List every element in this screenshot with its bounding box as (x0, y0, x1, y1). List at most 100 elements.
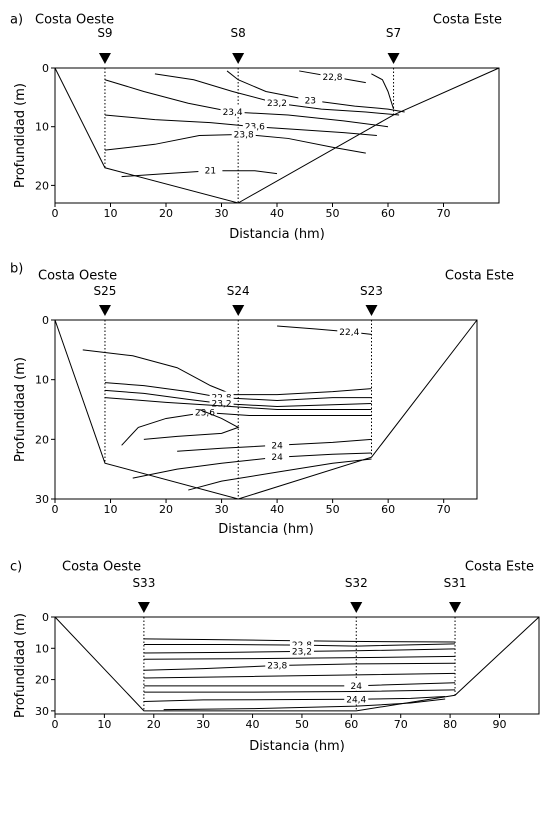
station-marker (449, 602, 462, 613)
contour-label-bg (289, 645, 314, 657)
station-marker (137, 602, 150, 613)
x-tick-label: 40 (270, 207, 284, 220)
contour-label-bg (265, 659, 290, 671)
contour-label: 23,2 (292, 647, 312, 657)
station-label: S7 (386, 26, 401, 40)
plot-frame (54, 319, 478, 500)
station-label: S31 (444, 576, 467, 590)
contour-line (188, 458, 372, 491)
contour-label-bg (265, 451, 290, 463)
station-marker (365, 305, 378, 316)
x-tick-label: 0 (52, 718, 59, 731)
coast-left-label: Costa Oeste (62, 560, 141, 575)
station-label: S25 (94, 284, 117, 298)
x-tick-label: 20 (159, 503, 173, 516)
y-tick-label: 0 (42, 314, 49, 327)
contour-line (143, 672, 456, 679)
contour-line (143, 689, 456, 693)
y-tick-label: 30 (35, 493, 49, 506)
contour-label: 21 (205, 167, 216, 177)
x-tick-label: 0 (52, 503, 59, 516)
x-tick-label: 10 (97, 718, 111, 731)
y-tick-label: 20 (35, 179, 49, 192)
contour-line (121, 411, 372, 446)
contour-label-bg (242, 120, 267, 132)
contour-label: 24 (351, 682, 363, 692)
x-axis-label: Distancia (hm) (229, 227, 325, 242)
y-tick-label: 10 (35, 374, 49, 387)
x-tick-label: 70 (437, 503, 451, 516)
bottom-profile (54, 319, 478, 500)
x-tick-label: 20 (147, 718, 161, 731)
y-tick-label: 10 (35, 121, 49, 134)
contour-line (143, 682, 456, 687)
y-axis-label: Profundidad (m) (13, 613, 28, 718)
x-tick-label: 60 (381, 207, 395, 220)
plot-frame (54, 616, 540, 715)
x-tick-label: 30 (215, 207, 229, 220)
y-tick-label: 20 (35, 433, 49, 446)
x-axis-label: Distancia (hm) (218, 522, 314, 537)
x-tick-label: 60 (381, 503, 395, 516)
contour-label-bg (231, 128, 256, 140)
x-tick-label: 30 (196, 718, 210, 731)
contour-label: 22,8 (322, 73, 342, 83)
contour-label-bg (265, 439, 290, 451)
contour-label: 23,8 (234, 130, 254, 140)
contour-label: 23,2 (267, 99, 287, 109)
chart-panel-a: a) Costa Oeste Costa Este 0 10 20 30 40 50 60 70 0 1… (10, 13, 502, 243)
station-label: S23 (360, 284, 383, 298)
x-tick-label: 70 (437, 207, 451, 220)
x-tick-label: 60 (344, 718, 358, 731)
contour-label: 24,4 (346, 695, 366, 705)
y-axis-label: Profundidad (m) (13, 83, 28, 188)
station-label: S9 (97, 26, 112, 40)
contour-label: 23,6 (195, 408, 215, 418)
x-axis-label: Distancia (hm) (249, 739, 345, 754)
contour-line (371, 73, 395, 110)
station-marker (387, 53, 400, 64)
station-marker (232, 53, 245, 64)
x-tick-label: 10 (104, 207, 118, 220)
x-tick-label: 50 (326, 207, 340, 220)
contour-line (132, 452, 372, 479)
contour-label-bg (344, 679, 369, 691)
y-tick-label: 0 (42, 611, 49, 624)
contour-line (104, 79, 389, 128)
station-marker (232, 305, 245, 316)
contour-label-bg (209, 397, 234, 409)
contour-line (163, 698, 446, 711)
station-label: S32 (345, 576, 368, 590)
station-label: S8 (231, 26, 246, 40)
contour-line (143, 409, 240, 440)
coast-left-label: Costa Oeste (35, 13, 114, 28)
x-tick-label: 80 (443, 718, 457, 731)
y-tick-label: 0 (42, 62, 49, 75)
coast-right-label: Costa Este (465, 560, 534, 575)
contour-label-bg (320, 70, 345, 82)
bottom-profile (54, 67, 500, 204)
contour-label: 22,4 (339, 328, 359, 338)
contour-line (143, 638, 456, 643)
y-tick-label: 10 (35, 642, 49, 655)
contour-label-bg (344, 693, 369, 705)
contour-label: 24 (271, 441, 283, 451)
x-tick-label: 30 (215, 503, 229, 516)
x-tick-label: 50 (326, 503, 340, 516)
x-tick-label: 70 (394, 718, 408, 731)
x-tick-label: 0 (52, 207, 59, 220)
coast-right-label: Costa Este (433, 13, 502, 28)
contour-label-bg (298, 94, 323, 106)
contour-line (82, 349, 372, 396)
y-axis-label: Profundidad (m) (13, 357, 28, 462)
x-tick-label: 10 (104, 503, 118, 516)
station-marker (98, 53, 111, 64)
contour-label: 23 (305, 96, 316, 106)
x-tick-label: 50 (295, 718, 309, 731)
chart-panel-c: c) Costa Oeste Costa Este 0 10 20 30 40 50 60 70 80… (10, 560, 540, 754)
panel-label: a) (10, 13, 23, 28)
contour-label: 23,8 (267, 662, 287, 672)
x-tick-label: 40 (270, 503, 284, 516)
contour-label: 24 (271, 453, 283, 463)
